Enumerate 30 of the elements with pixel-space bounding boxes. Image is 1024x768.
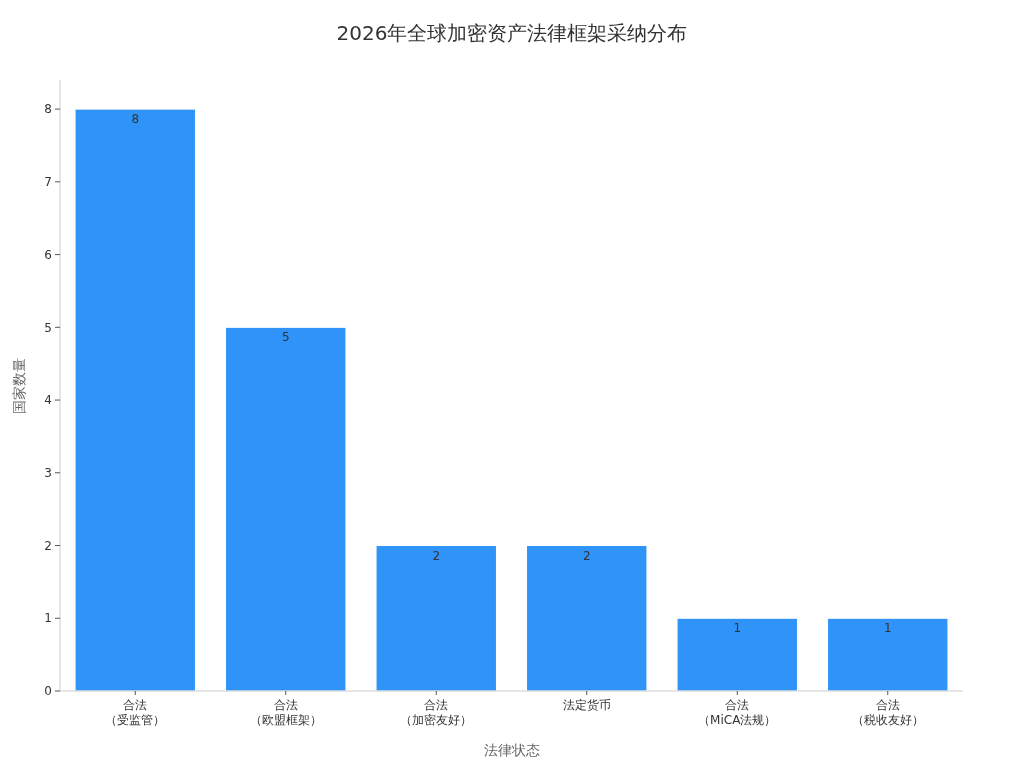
y-tick-label: 0 <box>44 684 52 699</box>
y-tick-label: 3 <box>44 465 52 480</box>
y-tick-label: 4 <box>44 393 52 408</box>
y-tick-label: 8 <box>44 102 52 117</box>
bar <box>225 326 347 692</box>
bar <box>676 617 798 692</box>
x-tick-label: 合法（受监管） <box>105 698 166 727</box>
data-label: 1 <box>883 621 892 636</box>
bar <box>375 545 497 692</box>
x-axis-title: 法律状态 <box>483 742 540 758</box>
bar <box>74 108 196 692</box>
y-tick-label: 6 <box>44 247 52 262</box>
y-tick-label: 7 <box>44 175 52 190</box>
data-label: 5 <box>281 330 290 345</box>
chart-title: 2026年全球加密资产法律框架采纳分布 <box>336 21 688 45</box>
data-label: 8 <box>131 112 140 127</box>
bar <box>526 545 648 692</box>
y-axis-title: 国家数量 <box>11 357 27 414</box>
x-tick-label: 合法（税收友好） <box>851 698 924 727</box>
data-label: 1 <box>733 621 742 636</box>
y-tick-label: 5 <box>44 320 52 335</box>
data-label: 2 <box>582 548 591 563</box>
x-tick-label: 合法（加密友好） <box>400 698 473 727</box>
x-tick-label: 合法（欧盟框架） <box>249 698 322 727</box>
bar <box>827 617 949 692</box>
y-tick-label: 1 <box>44 611 52 626</box>
y-tick-label: 2 <box>44 538 52 553</box>
x-tick-label: 合法（MiCA法规） <box>698 698 777 727</box>
data-label: 2 <box>432 548 441 563</box>
x-tick-label: 法定货币 <box>562 698 611 712</box>
